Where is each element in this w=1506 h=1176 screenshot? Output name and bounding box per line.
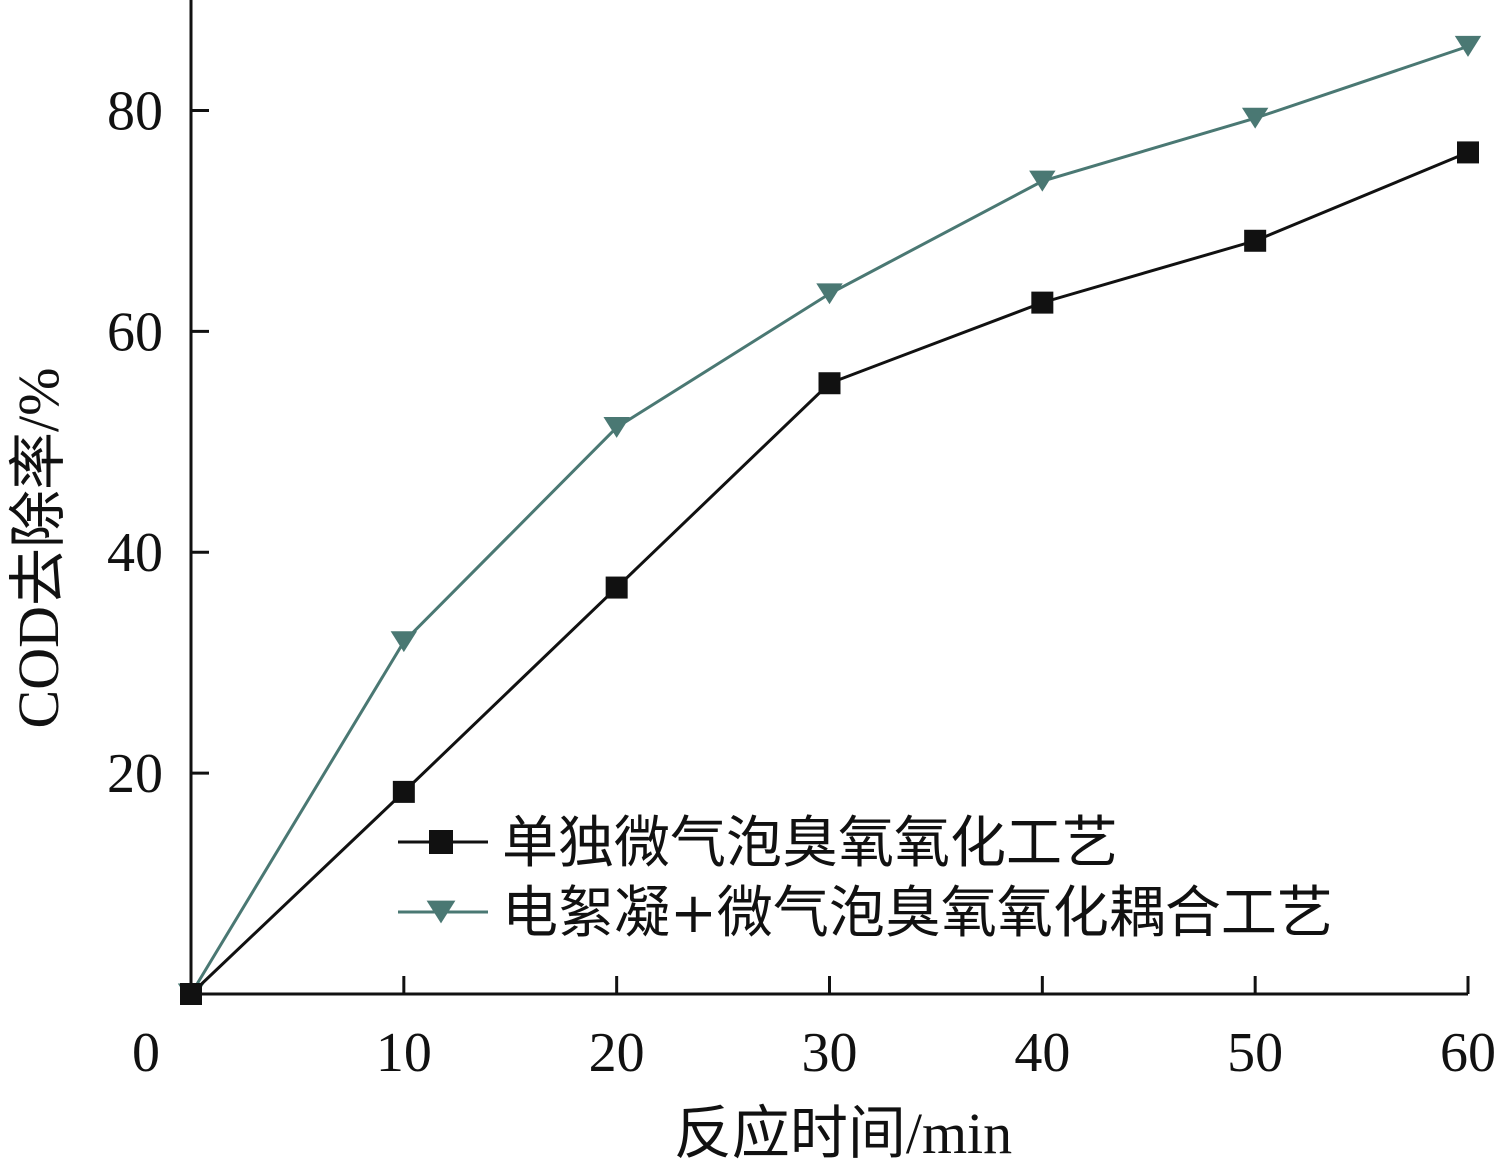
- y-tick-label: 80: [107, 80, 163, 142]
- data-point: [1457, 141, 1479, 164]
- series-1: [180, 141, 1479, 1005]
- x-axis-title: 反应时间/min: [674, 1101, 1012, 1166]
- x-tick-label: 10: [376, 1022, 432, 1084]
- x-tick-label: 20: [589, 1022, 645, 1084]
- data-point: [1241, 107, 1269, 129]
- data-point: [603, 416, 630, 438]
- data-point: [816, 283, 843, 305]
- data-point: [605, 576, 628, 599]
- legend-label: 电絮凝+微气泡臭氧氧化耦合工艺: [502, 881, 1333, 946]
- data-point: [1244, 229, 1267, 252]
- y-tick-label: 40: [107, 522, 163, 584]
- x-tick-label: 0: [132, 1022, 160, 1084]
- legend-item-1: 单独微气泡臭氧氧化工艺: [398, 811, 1118, 876]
- data-point: [392, 780, 415, 803]
- y-axis-title: COD去除率/%: [6, 368, 71, 729]
- data-point: [1029, 170, 1056, 192]
- y-tick-label: 20: [107, 743, 163, 805]
- y-tick-label: 60: [107, 301, 163, 363]
- data-point: [1031, 291, 1054, 314]
- x-tick-label: 60: [1440, 1022, 1496, 1084]
- legend-marker: [429, 830, 453, 854]
- legend-marker: [426, 900, 456, 924]
- data-point: [1454, 35, 1482, 57]
- data-point: [390, 631, 418, 653]
- legend-label: 单独微气泡臭氧氧化工艺: [502, 811, 1118, 876]
- x-tick-label: 50: [1227, 1022, 1283, 1084]
- data-point: [180, 983, 202, 1005]
- x-tick-label: 40: [1014, 1022, 1070, 1084]
- data-point: [818, 372, 841, 395]
- legend-item-2: 电絮凝+微气泡臭氧氧化耦合工艺: [398, 881, 1333, 946]
- axes: 0 10 20 30 40 50 60 20 40 60 80: [107, 0, 1496, 1084]
- series-layer: [177, 35, 1482, 1005]
- x-tick-label: 30: [802, 1022, 858, 1084]
